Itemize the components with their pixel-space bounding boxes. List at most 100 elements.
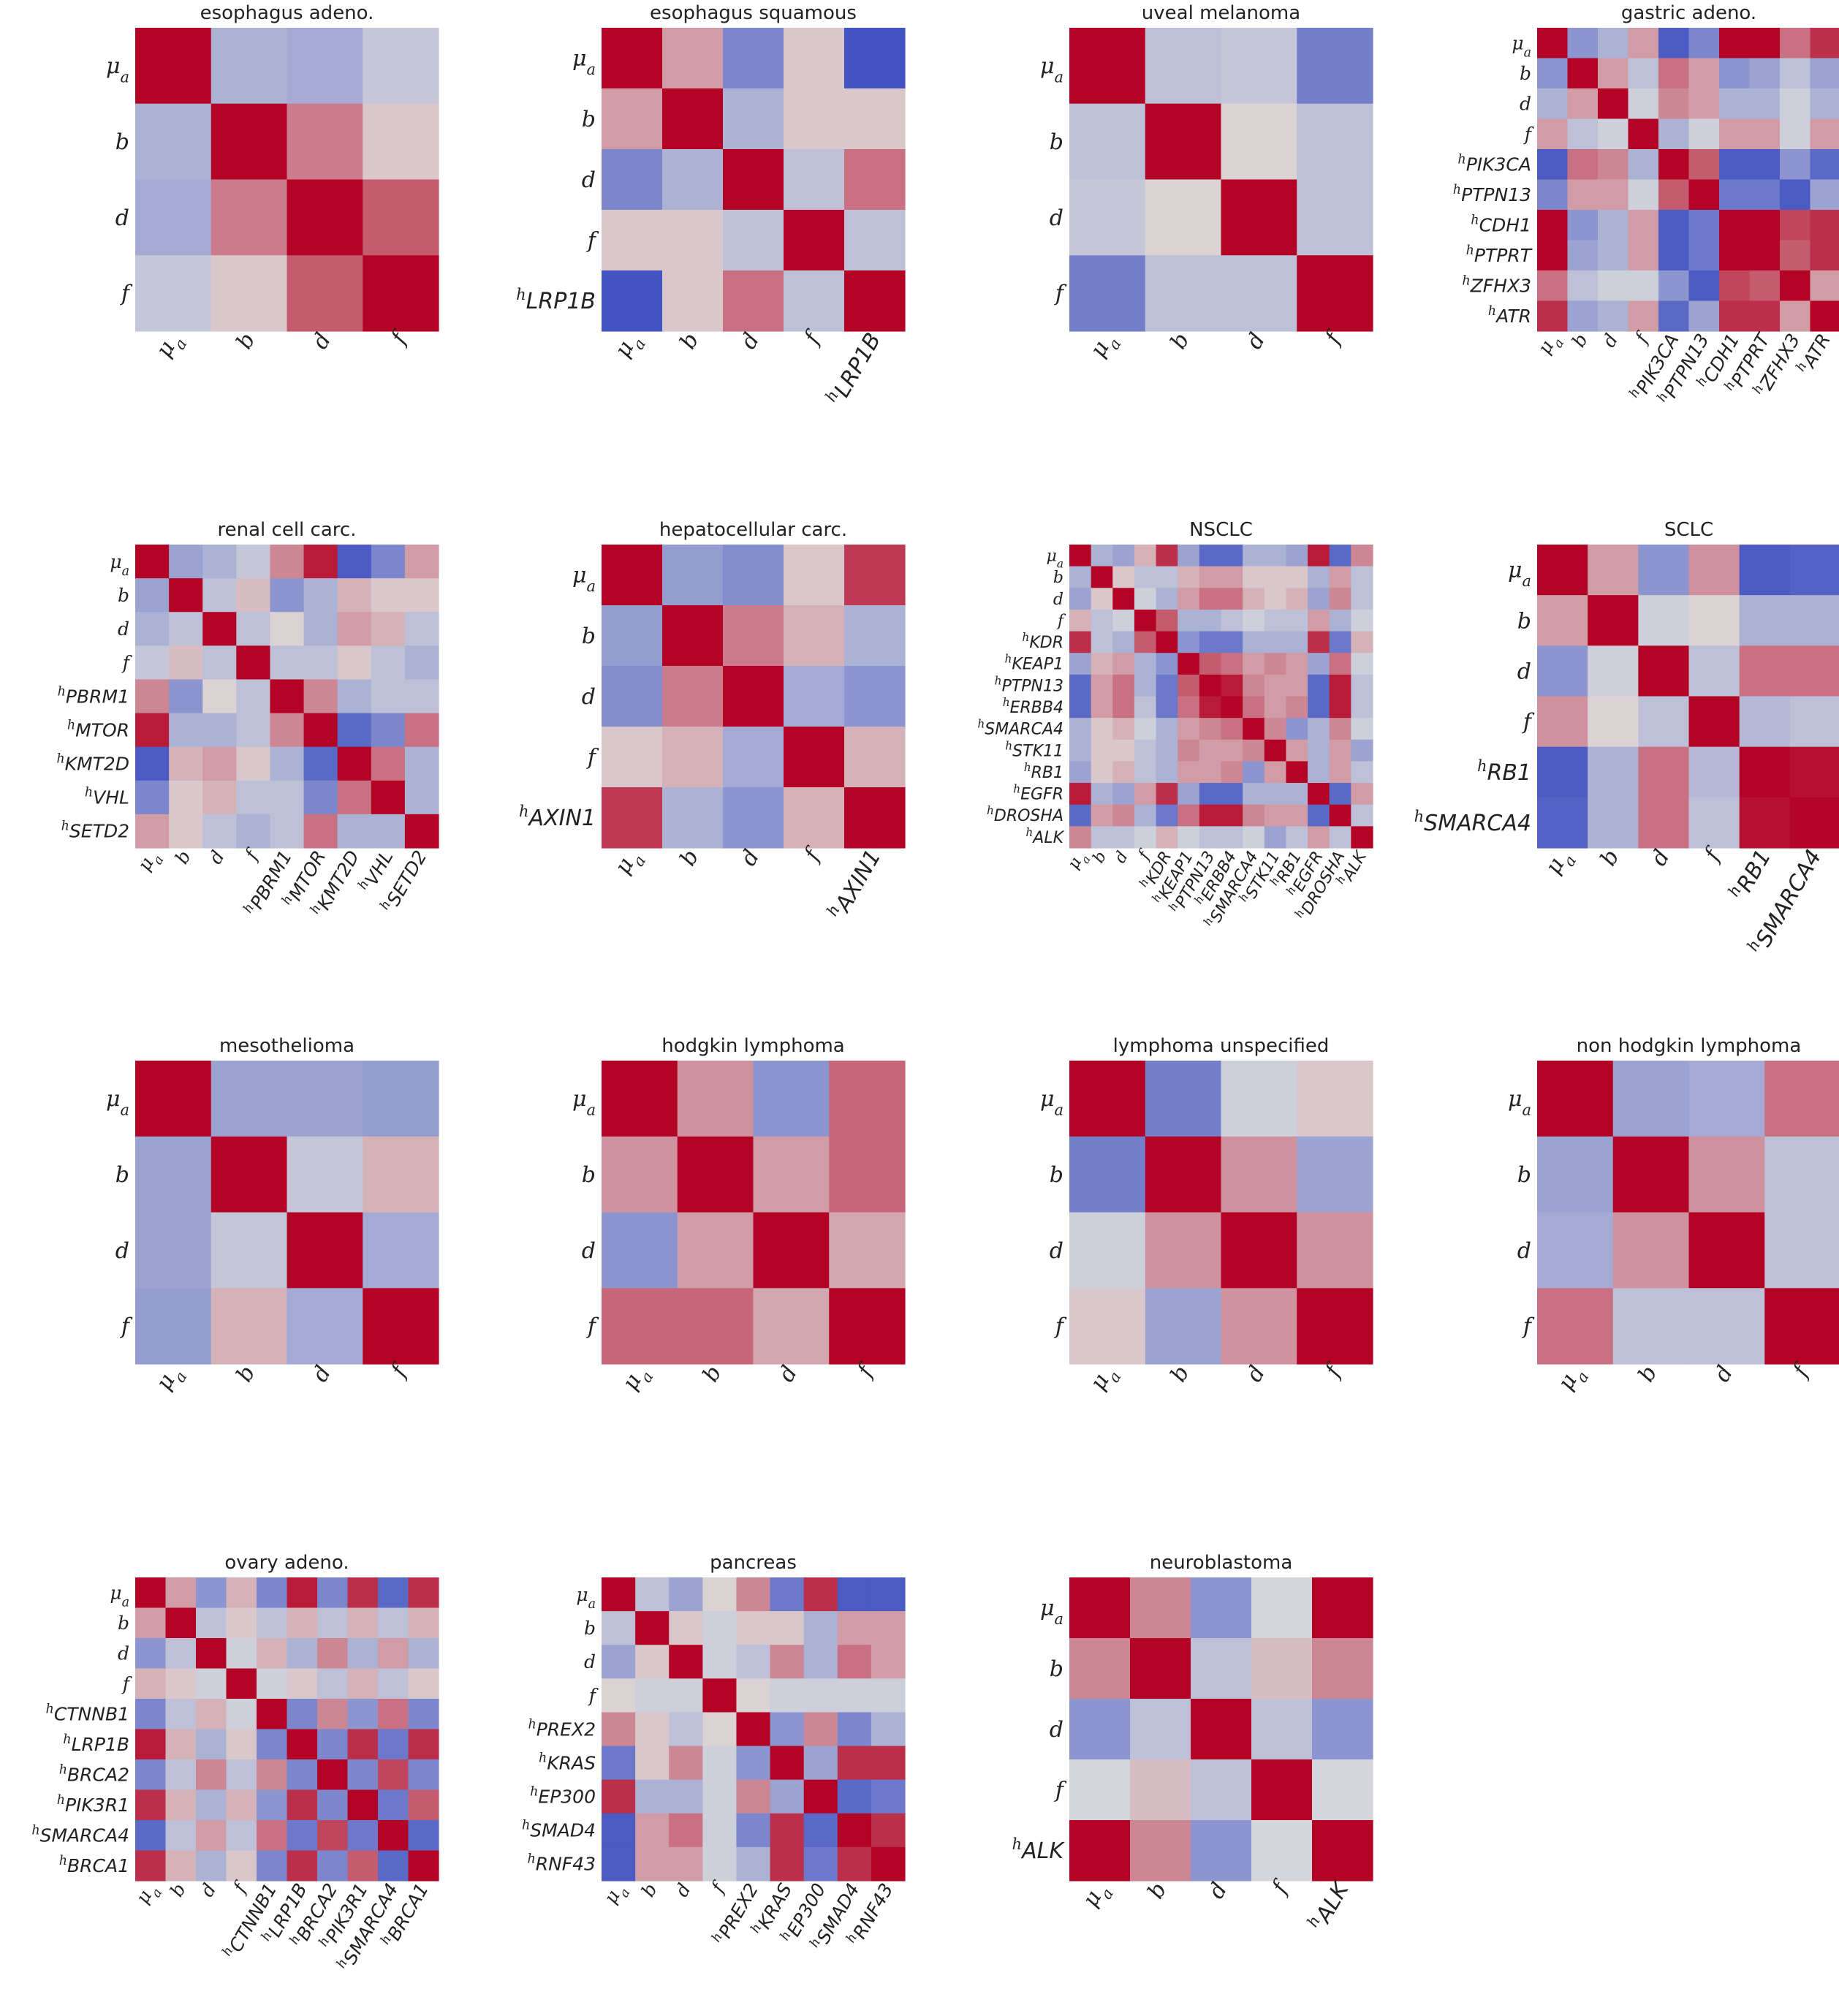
heatmap-cell bbox=[371, 578, 406, 613]
heatmap-cell bbox=[1286, 545, 1308, 567]
heatmap-cell bbox=[1091, 696, 1113, 719]
x-tick-label: d bbox=[1204, 1879, 1233, 1903]
heatmap-cell bbox=[371, 612, 406, 646]
heatmap-cell bbox=[135, 1061, 212, 1137]
heatmap-cell bbox=[803, 1712, 838, 1747]
heatmap-cell bbox=[1329, 545, 1351, 567]
heatmap-cell bbox=[317, 1699, 349, 1730]
heatmap-cell bbox=[1688, 595, 1740, 646]
heatmap-cell bbox=[257, 1850, 288, 1882]
x-tick-label: b bbox=[698, 1362, 727, 1387]
heatmap-cell bbox=[287, 1789, 318, 1821]
y-tick-label: hEP300 bbox=[530, 1784, 596, 1807]
x-tick-label: b bbox=[232, 329, 261, 354]
heatmap-cell bbox=[837, 1577, 872, 1612]
heatmap-cell bbox=[1286, 739, 1308, 762]
heatmap-cell bbox=[1598, 179, 1629, 211]
x-tick-label: μa bbox=[617, 1362, 656, 1398]
heatmap-cell bbox=[837, 1611, 872, 1645]
x-tick-label: μa bbox=[151, 1362, 190, 1398]
chart-title: ovary adeno. bbox=[224, 1552, 349, 1574]
heatmap-cell bbox=[363, 103, 439, 181]
heatmap-cell bbox=[1221, 718, 1243, 740]
heatmap-cell bbox=[317, 1729, 349, 1760]
heatmap-cell bbox=[1091, 653, 1113, 675]
heatmap-cell bbox=[1749, 300, 1781, 332]
heatmap-cell bbox=[1351, 718, 1373, 740]
heatmap-cell bbox=[1628, 28, 1659, 59]
heatmap-cell bbox=[1329, 761, 1351, 784]
heatmap-cell bbox=[337, 746, 372, 781]
heatmap-cell bbox=[196, 1729, 227, 1760]
heatmap-cell bbox=[1178, 804, 1200, 827]
heatmap-cell bbox=[1069, 1577, 1131, 1639]
heatmap-cell bbox=[211, 28, 288, 105]
heatmap-cell bbox=[662, 545, 724, 606]
heatmap-cell bbox=[1264, 696, 1287, 719]
heatmap-cell bbox=[723, 28, 784, 89]
chart-title: SCLC bbox=[1664, 519, 1713, 541]
heatmap-cell bbox=[677, 1136, 754, 1213]
heatmap-cell bbox=[784, 149, 845, 211]
heatmap-cell bbox=[1351, 804, 1373, 827]
chart-title: NSCLC bbox=[1189, 519, 1253, 541]
heatmap-cell bbox=[1069, 179, 1146, 256]
chart-title: hepatocellular carc. bbox=[659, 519, 847, 541]
y-tick-label: hCDH1 bbox=[1471, 213, 1531, 236]
heatmap-cell bbox=[363, 28, 439, 105]
heatmap-cell bbox=[1112, 653, 1135, 675]
heatmap-cell bbox=[662, 727, 724, 788]
heatmap-cell bbox=[1567, 210, 1599, 241]
y-tick-label: hAXIN1 bbox=[519, 803, 596, 831]
heatmap-cell bbox=[1069, 674, 1092, 697]
heatmap-cell bbox=[669, 1846, 703, 1882]
heatmap-cell bbox=[635, 1779, 670, 1814]
heatmap-cell bbox=[1221, 566, 1243, 588]
heatmap-cell bbox=[1612, 1212, 1690, 1289]
heatmap-cell bbox=[347, 1699, 379, 1730]
heatmap-cell bbox=[169, 679, 203, 714]
heatmap-cell bbox=[1588, 595, 1639, 646]
heatmap-cell bbox=[1567, 118, 1599, 150]
heatmap-cell bbox=[287, 1820, 318, 1852]
heatmap-cell bbox=[196, 1577, 227, 1609]
heatmap-cell bbox=[226, 1668, 257, 1699]
heatmap-cell bbox=[702, 1712, 738, 1747]
chart-title: uveal melanoma bbox=[1142, 2, 1300, 24]
heatmap-cell bbox=[371, 713, 406, 748]
heatmap-cell bbox=[347, 1729, 379, 1760]
heatmap-cell bbox=[1719, 28, 1751, 59]
y-tick-label: μa bbox=[1040, 1596, 1063, 1628]
heatmap-cell bbox=[1312, 1638, 1373, 1699]
heatmap-cell bbox=[135, 1820, 167, 1852]
heatmap-cell bbox=[1264, 674, 1287, 697]
heatmap-cell bbox=[1286, 804, 1308, 827]
heatmap-cell bbox=[1739, 797, 1791, 849]
y-tick-label: d bbox=[1517, 659, 1531, 684]
heatmap-cell bbox=[1243, 609, 1265, 632]
heatmap-cell bbox=[202, 679, 237, 714]
heatmap-cell bbox=[257, 1820, 288, 1852]
heatmap-cell bbox=[371, 645, 406, 681]
heatmap-cell bbox=[1199, 804, 1222, 827]
heatmap-cell bbox=[303, 746, 338, 781]
heatmap-cell bbox=[871, 1678, 906, 1713]
heatmap-cell bbox=[169, 713, 203, 748]
heatmap-cell bbox=[1264, 566, 1287, 588]
heatmap-cell bbox=[1739, 746, 1791, 798]
heatmap-cell bbox=[1156, 718, 1178, 740]
heatmap-cell bbox=[1243, 631, 1265, 653]
x-tick-label: hATR bbox=[1793, 330, 1834, 379]
heatmap-cell bbox=[1537, 240, 1569, 271]
heatmap-cell bbox=[337, 545, 372, 579]
heatmap-cell bbox=[844, 28, 906, 89]
heatmap-cell bbox=[1598, 88, 1629, 120]
heatmap-cell bbox=[1156, 653, 1178, 675]
heatmap-cell bbox=[803, 1746, 838, 1781]
heatmap-cell bbox=[169, 746, 203, 781]
heatmap-cell bbox=[602, 210, 663, 271]
y-tick-label: hSMARCA4 bbox=[977, 718, 1063, 739]
heatmap-cell bbox=[1091, 804, 1113, 827]
